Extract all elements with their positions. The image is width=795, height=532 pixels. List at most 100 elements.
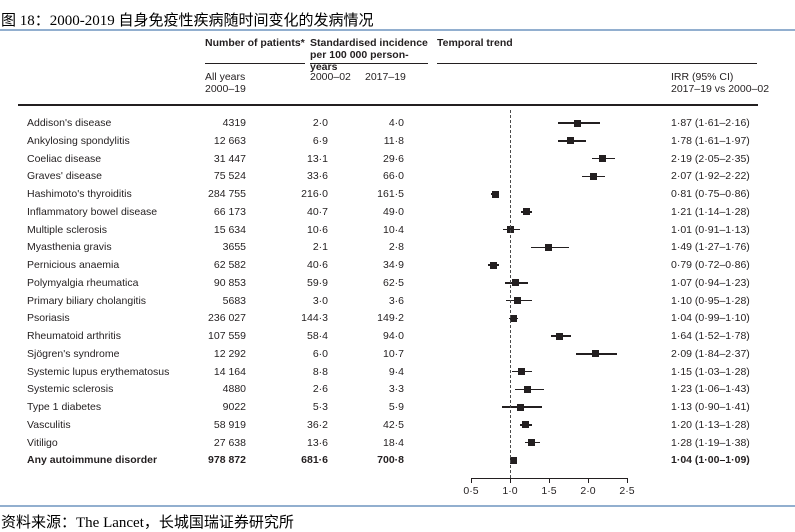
cell-patients: 90 853 <box>213 276 246 289</box>
x-axis-tick-label: 2·0 <box>580 485 596 497</box>
cell-patients: 14 164 <box>213 365 246 378</box>
cell-irr-ci: 1·13 (0·90–1·41) <box>671 401 750 413</box>
cell-incidence-2017-19: 10·4 <box>382 223 404 236</box>
row-disease-name: Polymyalgia rheumatica <box>27 276 139 289</box>
cell-incidence-2017-19: 29·6 <box>382 152 404 165</box>
row-disease-name: Ankylosing spondylitis <box>27 134 130 147</box>
cell-patients: 27 638 <box>213 436 246 449</box>
point-estimate-marker <box>491 190 499 198</box>
cell-irr-ci: 1·78 (1·61–1·97) <box>671 134 750 147</box>
point-estimate-marker <box>516 403 524 411</box>
rows-layer: Addison's disease 4319 2·0 4·0 1·87 (1·61–2·… <box>0 32 795 502</box>
cell-incidence-2000-02: 216·0 <box>301 188 328 200</box>
cell-incidence-2017-19: 9·4 <box>388 365 404 378</box>
point-estimate-marker <box>507 226 515 233</box>
forest-plot-figure: Number of patients* Standardised inciden… <box>0 32 795 502</box>
cell-irr-ci: 1·64 (1·52–1·78) <box>671 330 750 342</box>
row-disease-name: Graves' disease <box>27 170 102 183</box>
row-disease-name: Primary biliary cholangitis <box>27 294 147 307</box>
cell-irr-ci: 0·81 (0·75–0·86) <box>671 188 750 200</box>
cell-incidence-2017-19: 3·3 <box>388 383 404 396</box>
cell-irr-ci: 1·10 (0·95–1·28) <box>671 294 750 307</box>
cell-patients: 15 634 <box>213 223 246 236</box>
point-estimate-marker <box>511 279 519 287</box>
cell-incidence-2000-02: 6·0 <box>312 347 328 360</box>
cell-irr-ci: 0·79 (0·72–0·86) <box>671 259 750 271</box>
row-disease-name: Systemic sclerosis <box>27 383 114 396</box>
footer-source-text: 资料来源：The Lancet，长城国瑞证券研究所 <box>1 515 294 531</box>
row-disease-name: Vasculitis <box>27 418 71 431</box>
cell-incidence-2017-19: 149·2 <box>377 312 404 325</box>
cell-patients: 75 524 <box>213 170 246 183</box>
cell-incidence-2000-02: 8·8 <box>312 365 328 378</box>
point-estimate-marker <box>589 172 597 180</box>
row-disease-name: Hashimoto's thyroiditis <box>27 188 132 200</box>
cell-incidence-2000-02: 3·0 <box>312 294 328 307</box>
footer-divider-line <box>0 505 795 507</box>
point-estimate-marker <box>574 119 582 127</box>
cell-incidence-2000-02: 2·1 <box>312 241 328 254</box>
cell-irr-ci: 1·23 (1·06–1·43) <box>671 383 750 396</box>
point-estimate-marker <box>522 421 530 429</box>
cell-patients: 4319 <box>222 117 246 129</box>
cell-patients: 5683 <box>222 294 246 307</box>
row-disease-name: Addison's disease <box>27 117 112 129</box>
point-estimate-marker <box>518 368 526 375</box>
cell-irr-ci: 2·07 (1·92–2·22) <box>671 170 750 183</box>
cell-irr-ci: 1·28 (1·19–1·38) <box>671 436 750 449</box>
cell-patients: 12 292 <box>213 347 246 360</box>
cell-irr-ci: 1·01 (0·91–1·13) <box>671 223 750 236</box>
cell-irr-ci: 2·09 (1·84–2·37) <box>671 347 750 360</box>
row-disease-name: Myasthenia gravis <box>27 241 112 254</box>
subheader-all-years: All years 2000–19 <box>205 71 246 95</box>
title-divider-line <box>0 29 795 31</box>
row-disease-name: Inflammatory bowel disease <box>27 205 158 218</box>
point-estimate-marker <box>514 297 522 304</box>
cell-incidence-2017-19: 94·0 <box>382 330 404 342</box>
cell-incidence-2000-02: 33·6 <box>306 170 328 183</box>
cell-patients: 236 027 <box>208 312 246 325</box>
row-disease-name: Rheumatoid arthritis <box>27 330 121 342</box>
cell-incidence-2000-02: 40·6 <box>306 259 328 271</box>
header-rule-incidence <box>310 63 428 64</box>
cell-incidence-2017-19: 49·0 <box>382 205 404 218</box>
cell-patients: 62 582 <box>213 259 246 271</box>
point-estimate-marker <box>567 137 575 145</box>
cell-patients: 66 173 <box>213 205 246 218</box>
cell-incidence-2000-02: 36·2 <box>306 418 328 431</box>
point-estimate-marker <box>556 332 564 340</box>
cell-incidence-2000-02: 58·4 <box>306 330 328 342</box>
x-axis-tick-label: 2·5 <box>619 485 635 497</box>
subheader-2017-19: 2017–19 <box>365 71 406 83</box>
row-disease-name: Vitiligo <box>27 436 58 449</box>
page-title: 图 18：2000-2019 自身免疫性疾病随时间变化的发病情况 <box>1 13 374 29</box>
point-estimate-marker <box>528 439 536 446</box>
cell-irr-ci: 1·21 (1·14–1·28) <box>671 205 750 218</box>
cell-incidence-2000-02: 13·1 <box>306 152 328 165</box>
subheader-irr: IRR (95% CI) 2017–19 vs 2000–02 <box>671 71 770 95</box>
cell-patients: 107 559 <box>208 330 246 342</box>
cell-incidence-2017-19: 10·7 <box>382 347 404 360</box>
cell-incidence-2017-19: 2·8 <box>388 241 404 254</box>
cell-incidence-2000-02: 59·9 <box>306 276 328 289</box>
cell-incidence-2017-19: 18·4 <box>382 436 404 449</box>
cell-patients: 978 872 <box>208 454 246 467</box>
cell-incidence-2000-02: 6·9 <box>312 134 328 147</box>
x-axis-tick <box>626 478 628 483</box>
point-estimate-marker <box>509 314 517 322</box>
header-rule-temporal <box>437 63 757 64</box>
row-disease-name: Type 1 diabetes <box>27 401 102 413</box>
column-header-temporal-trend: Temporal trend <box>437 37 513 49</box>
cell-incidence-2000-02: 13·6 <box>306 436 328 449</box>
x-axis-tick-label: 1·0 <box>502 485 518 497</box>
row-disease-name: Any autoimmune disorder <box>27 454 158 467</box>
x-axis-tick <box>548 478 550 483</box>
point-estimate-marker <box>509 456 517 464</box>
cell-patients: 9022 <box>222 401 246 413</box>
cell-irr-ci: 1·87 (1·61–2·16) <box>671 117 750 129</box>
table-top-rule <box>18 104 758 106</box>
cell-incidence-2017-19: 66·0 <box>382 170 404 183</box>
cell-irr-ci: 1·04 (1·00–1·09) <box>671 454 750 467</box>
cell-incidence-2017-19: 42·5 <box>382 418 404 431</box>
